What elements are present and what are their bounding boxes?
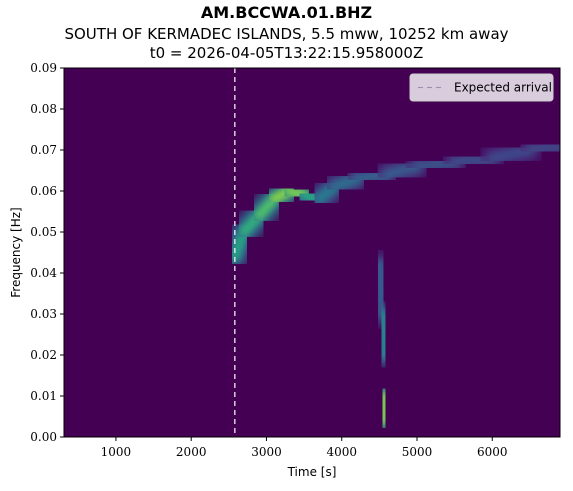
x-tick-label: 4000 [326, 445, 357, 459]
y-tick-label: 0.05 [30, 225, 57, 239]
y-axis-label: Frequency [Hz] [9, 207, 23, 298]
y-tick-label: 0.01 [30, 389, 57, 403]
chart-subtitle: SOUTH OF KERMADEC ISLANDS, 5.5 mww, 1025… [64, 25, 509, 43]
plot-frame [63, 67, 561, 438]
y-tick-label: 0.00 [30, 430, 57, 444]
y-tick-label: 0.02 [30, 348, 57, 362]
legend-label: Expected arrival [454, 81, 552, 95]
x-axis-ticks: 1000 2000 3000 4000 5000 6000 [101, 437, 508, 459]
chart-origin-time: t0 = 2026-04-05T13:22:15.958000Z [149, 44, 424, 62]
y-tick-label: 0.04 [30, 266, 57, 280]
chart-title: AM.BCCWA.01.BHZ [200, 3, 373, 22]
plot-background [64, 68, 560, 437]
legend-box [409, 73, 554, 102]
x-tick-label: 3000 [251, 445, 282, 459]
y-tick-label: 0.09 [30, 61, 57, 75]
y-tick-label: 0.07 [30, 143, 57, 157]
x-tick-label: 6000 [477, 445, 508, 459]
x-axis-label: Time [s] [287, 465, 337, 479]
y-tick-label: 0.03 [30, 307, 57, 321]
x-tick-label: 1000 [101, 445, 132, 459]
energy-ridge-0-13 [524, 140, 560, 155]
y-tick-label: 0.08 [30, 102, 57, 116]
legend: Expected arrival [409, 73, 554, 102]
y-axis-ticks: 0.00 0.01 0.02 0.03 0.04 0.05 0.06 0.07 0.08 0.09 [30, 61, 64, 444]
energy-ridge-1-3 [378, 391, 390, 426]
x-tick-label: 5000 [402, 445, 433, 459]
y-tick-label: 0.06 [30, 184, 57, 198]
x-tick-label: 2000 [176, 445, 207, 459]
spectral-energy [221, 132, 560, 434]
